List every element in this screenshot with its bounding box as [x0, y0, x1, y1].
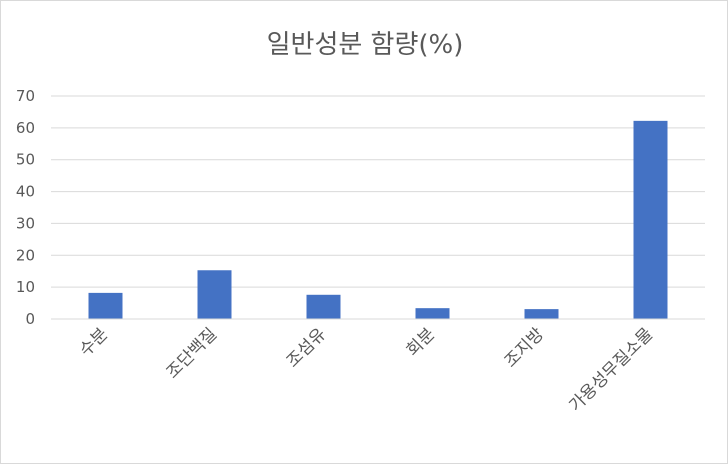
x-axis-ticks: 수분 조단백질 조섬유 회분 조지방 가용성무질소물	[76, 324, 657, 416]
y-tick-label: 60	[16, 119, 35, 137]
bars	[88, 120, 668, 319]
chart-title: 일반성분 함량(%)	[267, 30, 464, 60]
x-tick-label: 조지방	[501, 324, 549, 372]
bar-1	[197, 270, 232, 319]
x-tick-label: 조단백질	[163, 324, 221, 382]
bar-4	[524, 309, 559, 319]
bar-5	[633, 120, 668, 319]
bar-2	[306, 294, 341, 319]
bar-3	[415, 308, 450, 319]
x-tick-label: 가용성무질소물	[565, 324, 657, 416]
x-tick-label: 회분	[403, 324, 439, 360]
y-tick-label: 70	[16, 87, 35, 105]
y-tick-label: 10	[16, 278, 35, 296]
y-tick-label: 0	[25, 310, 35, 328]
y-tick-label: 40	[16, 183, 35, 201]
y-tick-label: 30	[16, 214, 35, 232]
x-tick-label: 조섬유	[283, 324, 330, 371]
gridlines	[51, 95, 705, 288]
y-tick-label: 20	[16, 246, 35, 264]
x-tick-label: 수분	[76, 324, 112, 360]
bar-0	[88, 292, 123, 319]
y-axis-ticks: 0 10 20 30 40 50 60 70	[16, 87, 35, 328]
y-tick-label: 50	[16, 151, 35, 169]
